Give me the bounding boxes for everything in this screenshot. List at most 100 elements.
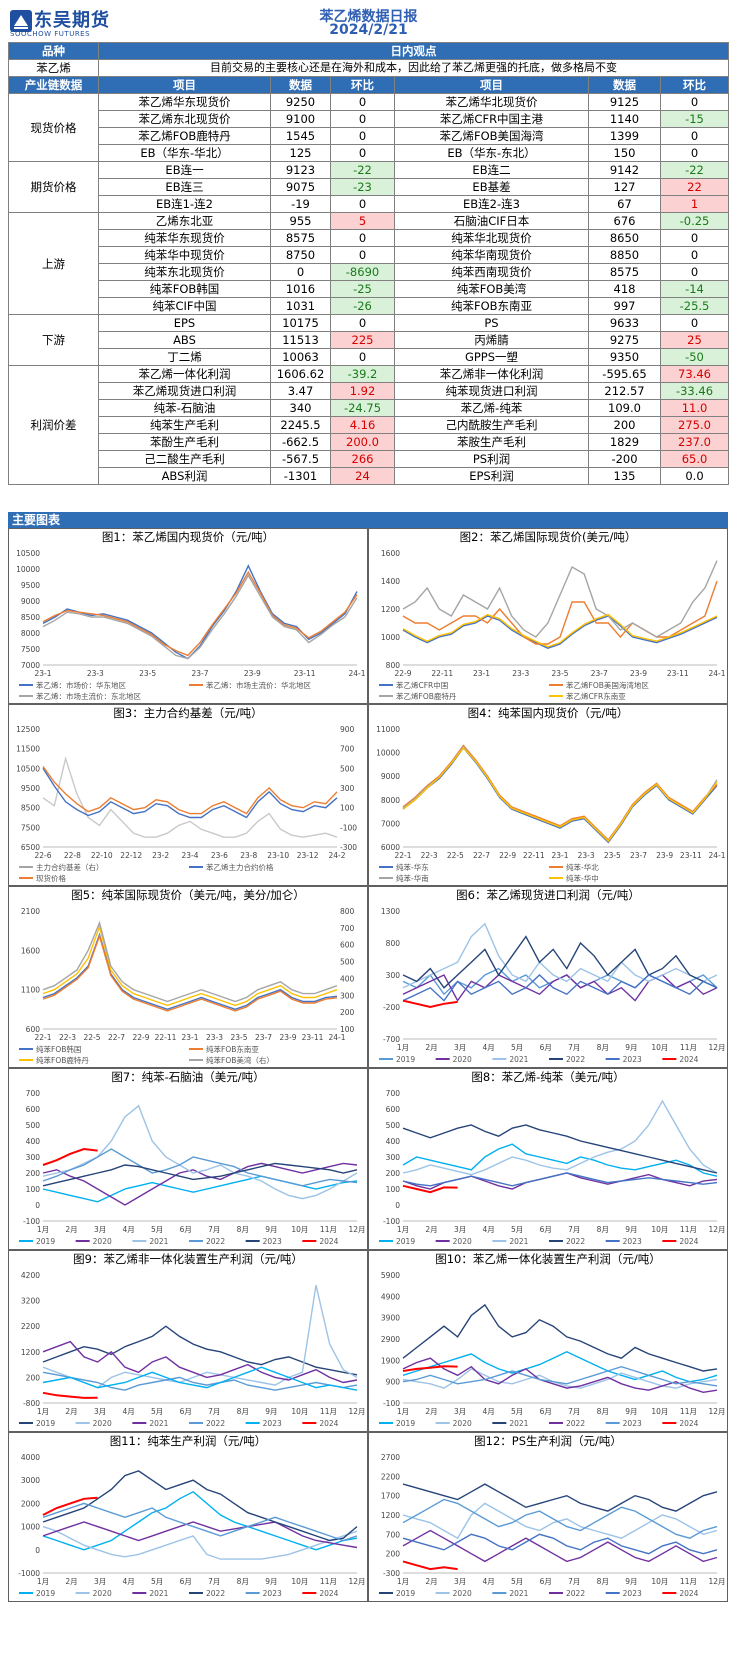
legend-label: 2023 (623, 1055, 642, 1064)
item-change: 0 (330, 110, 395, 128)
legend-label: 2021 (509, 1237, 528, 1246)
view-row: 苯乙烯 目前交易的主要核心还是在海外和成本，因此给了苯乙烯更强的托底，做多格局不变 (8, 59, 729, 77)
y2-tick-label: 300 (340, 784, 355, 793)
table-row: 上游 乙烯东北亚 955 5 石脑油CIF日本 676 -0.25 (8, 212, 729, 315)
item-value-right: 127 (588, 178, 661, 196)
x-tick-label: 9月 (265, 1225, 277, 1234)
legend-label: 2019 (396, 1237, 415, 1246)
series-line-2024 (42, 1391, 98, 1399)
y-tick-label: 4200 (21, 1271, 40, 1280)
x-tick-label: 23-9 (279, 1033, 296, 1042)
x-tick-label: 23-7 (255, 1033, 272, 1042)
series-line-2024 (402, 1184, 458, 1194)
table-row: ABS利润 -1301 24 EPS利润 135 0.0 (9, 467, 729, 485)
legend-label: 2022 (206, 1419, 225, 1428)
item-value: -1301 (270, 467, 331, 485)
item-name: 纯苯华中现货价 (98, 246, 271, 264)
legend-label: 2022 (566, 1237, 585, 1246)
item-value-right: 418 (588, 280, 661, 298)
x-tick-label: 3月 (94, 1407, 106, 1416)
header-variety: 品种 (8, 42, 99, 60)
item-name-right: 纯苯西南现货价 (394, 263, 589, 281)
y-tick-label: 1400 (381, 577, 400, 586)
legend-label: 2020 (453, 1589, 472, 1598)
series-line-2019 (402, 1483, 718, 1512)
series-line-现货价格 (42, 765, 338, 815)
x-tick-label: 22-3 (59, 1033, 76, 1042)
y2-tick-label: 300 (340, 991, 355, 1000)
x-tick-label: 6月 (180, 1407, 192, 1416)
x-tick-label: 1月 (397, 1577, 409, 1586)
x-tick-label: 9月 (265, 1407, 277, 1416)
x-tick-label: 8月 (237, 1407, 249, 1416)
y-tick-label: 9500 (21, 784, 40, 793)
header-item-right: 项目 (394, 76, 589, 94)
y-tick-label: 10500 (16, 549, 40, 558)
y-tick-label: 2100 (21, 907, 40, 916)
item-name-right: GPPS一塑 (394, 348, 589, 366)
y-tick-label: 10500 (16, 764, 40, 773)
item-change-right: 0.0 (660, 467, 729, 485)
chart-c10: 图10：苯乙烯一体化装置生产利润（元/吨） 5900 4900 3900 2900 190… (368, 1250, 728, 1432)
legend-label: 纯苯-华中 (566, 873, 599, 883)
x-tick-label: 23-9 (630, 669, 647, 678)
intraday-view: 目前交易的主要核心还是在海外和成本，因此给了苯乙烯更强的托底，做多格局不变 (98, 59, 729, 77)
legend-label: 2024 (679, 1589, 698, 1598)
item-name: 苯乙烯东北现货价 (98, 110, 271, 128)
table-row: EB连1-连2 -19 0 EB连2-连3 67 1 (9, 195, 729, 213)
item-change: 0 (330, 144, 395, 162)
header-change: 环比 (330, 76, 395, 94)
series-line-主力合约基差（右） (42, 755, 338, 838)
item-value: -662.5 (270, 433, 331, 451)
x-tick-label: 23-3 (578, 851, 595, 860)
item-value: 125 (270, 144, 331, 162)
legend-label: 2024 (319, 1237, 338, 1246)
y-tick-label: 3900 (381, 1314, 400, 1323)
chart-c9: 图9：苯乙烯非一体化装置生产利润（元/吨） 4200 3200 2200 1200 200… (8, 1250, 368, 1432)
x-tick-label: 22-11 (155, 1033, 177, 1042)
legend-label: 苯乙烯FOB鹿特丹 (396, 691, 457, 701)
item-value-right: 1140 (588, 110, 661, 128)
x-tick-label: 5月 (511, 1225, 523, 1234)
y-tick-label: 6000 (381, 843, 400, 852)
series-line-2023 (42, 1366, 358, 1391)
y-tick-label: 200 (386, 1169, 401, 1178)
item-change-right: -0.25 (660, 212, 729, 230)
y-tick-label: -300 (383, 1569, 400, 1578)
y2-tick-label: 100 (340, 1025, 355, 1034)
y-tick-label: -800 (23, 1399, 40, 1408)
y-tick-label: 10000 (16, 565, 40, 574)
legend-label: 2020 (93, 1419, 112, 1428)
x-tick-label: 12月 (708, 1043, 725, 1052)
legend-label: 2021 (149, 1419, 168, 1428)
chart-c12: 图12：PS生产利润（元/吨） 2700 2200 1700 1200 700 200 -30… (368, 1432, 728, 1602)
y-tick-label: 9500 (21, 581, 40, 590)
table-column-header-row: 产业链数据 项目 数据 环比 项目 数据 环比 (8, 76, 729, 94)
y-tick-label: 100 (386, 1185, 401, 1194)
y-tick-label: 100 (26, 1185, 41, 1194)
series-line-2019 (42, 1490, 358, 1551)
item-name-right: 纯苯FOB美湾 (394, 280, 589, 298)
series-line-2020 (42, 1525, 358, 1560)
x-tick-label: 22-5 (83, 1033, 100, 1042)
x-tick-label: 11月 (320, 1407, 337, 1416)
chart-c1: 图1：苯乙烯国内现货价（元/吨） 10500 10000 9500 9000 8500 80… (8, 528, 368, 704)
chart-title: 图4：纯苯国内现货价（元/吨） (467, 706, 629, 720)
legend-label: 苯乙烯CFR东南亚 (566, 691, 626, 701)
report-title: 苯乙烯数据日报 (319, 9, 418, 25)
x-tick-label: 12月 (708, 1577, 725, 1586)
x-tick-label: 6月 (540, 1225, 552, 1234)
item-change-right: 237.0 (660, 433, 729, 451)
item-change: 1.92 (330, 382, 395, 400)
x-tick-label: 12月 (348, 1225, 365, 1234)
y-tick-label: 200 (26, 1169, 41, 1178)
item-change-right: -15 (660, 110, 729, 128)
item-name-right: PS利润 (394, 450, 589, 468)
x-tick-label: 23-8 (240, 851, 257, 860)
x-tick-label: 8月 (597, 1043, 609, 1052)
item-value: 10063 (270, 348, 331, 366)
legend-label: 2022 (566, 1419, 585, 1428)
